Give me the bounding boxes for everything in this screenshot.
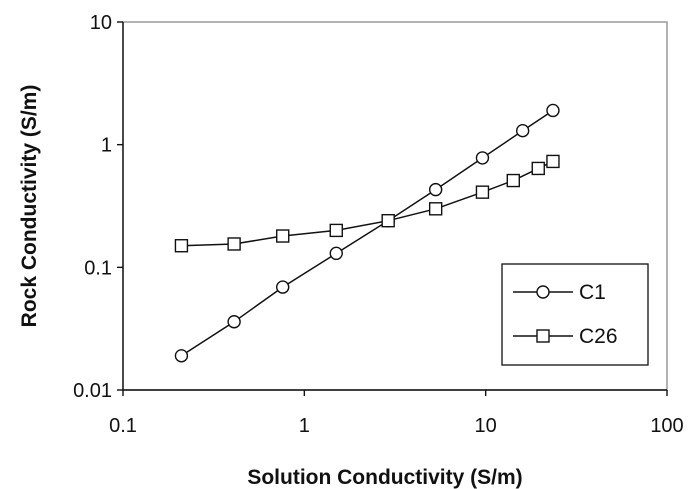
x-tick-label: 10 xyxy=(475,415,497,437)
data-point-c26 xyxy=(276,229,290,243)
data-point-c1 xyxy=(227,315,241,329)
legend: C1 C26 xyxy=(501,263,649,366)
legend-label-c1: C1 xyxy=(579,281,606,304)
x-tick-label: 0.1 xyxy=(109,415,137,437)
data-point-c1 xyxy=(475,151,490,165)
data-point-c26 xyxy=(506,173,520,188)
data-point-c1 xyxy=(515,123,530,138)
data-point-c26 xyxy=(531,161,545,176)
legend-box xyxy=(501,263,649,366)
legend-marker-c1 xyxy=(536,285,550,299)
data-point-c1 xyxy=(546,103,560,118)
data-point-c26 xyxy=(546,154,560,169)
data-point-c1 xyxy=(329,246,343,261)
series-c26 xyxy=(174,154,560,253)
y-tick-label: 10 xyxy=(90,12,112,34)
data-point-c26 xyxy=(381,213,395,228)
data-point-c1 xyxy=(428,182,443,197)
legend-label-c26: C26 xyxy=(579,325,618,348)
y-tick-label: 0.1 xyxy=(84,257,112,279)
data-point-c1 xyxy=(174,349,189,363)
legend-marker-c26 xyxy=(536,329,550,343)
data-point-c1 xyxy=(276,280,290,294)
data-point-c26 xyxy=(475,185,490,199)
data-point-c26 xyxy=(174,239,189,253)
y-axis-title: Rock Conductivity (S/m) xyxy=(18,85,41,328)
x-tick-label: 1 xyxy=(299,415,310,437)
y-tick-label: 0.01 xyxy=(73,380,112,402)
x-axis: 0.1 1 10 100 xyxy=(109,389,684,437)
y-axis: 0.01 0.1 1 10 xyxy=(73,12,124,402)
x-axis-title: Solution Conductivity (S/m) xyxy=(247,466,522,489)
series-layer xyxy=(174,103,560,363)
y-tick-label: 1 xyxy=(101,135,112,157)
data-point-c26 xyxy=(227,237,241,251)
series-line-c26 xyxy=(181,160,554,247)
data-point-c26 xyxy=(428,202,443,216)
x-tick-label: 100 xyxy=(650,415,683,437)
data-point-c26 xyxy=(329,223,343,238)
